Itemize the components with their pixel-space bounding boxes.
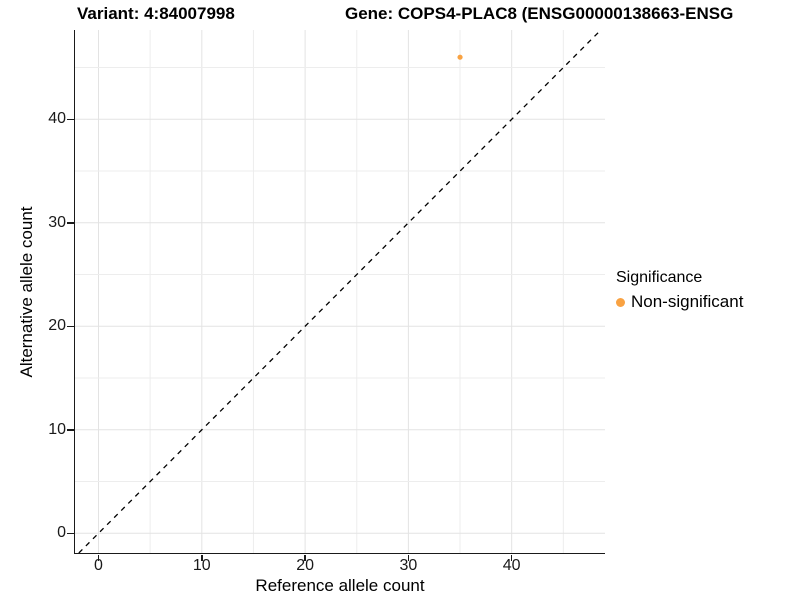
y-axis-title: Alternative allele count — [17, 206, 36, 378]
y-tick-mark — [66, 532, 74, 535]
x-tick-mark — [407, 554, 410, 561]
legend: Significance Non-significant — [616, 269, 743, 312]
plot-panel — [73, 30, 605, 554]
x-tick-mark — [97, 554, 100, 561]
y-tick-label: 20 — [48, 317, 66, 335]
legend-item-label: Non-significant — [631, 292, 744, 311]
y-tick-label: 40 — [48, 110, 66, 128]
scatter-plot-canvas — [74, 30, 605, 553]
y-tick-mark — [66, 222, 74, 224]
identity-line — [77, 30, 601, 553]
x-tick-mark — [201, 554, 203, 561]
legend-items: Non-significant — [616, 292, 743, 312]
gene-title: Gene: COPS4-PLAC8 (ENSG00000138663-ENSG — [345, 4, 734, 23]
x-axis-title: Reference allele count — [255, 576, 425, 595]
y-tick-mark — [66, 325, 74, 328]
x-tick-label: 40 — [502, 557, 521, 574]
y-tick-label: 0 — [57, 524, 66, 542]
x-tick-mark — [510, 554, 513, 561]
x-tick-label: 20 — [296, 557, 314, 574]
x-tick-label: 30 — [399, 557, 418, 574]
legend-dot-icon — [616, 297, 625, 307]
y-tick-mark — [66, 118, 74, 121]
data-point — [456, 54, 463, 60]
x-tick-mark — [304, 554, 306, 561]
variant-title: Variant: 4:84007998 — [77, 4, 235, 23]
y-tick-label: 30 — [48, 213, 66, 231]
x-tick-label: 10 — [192, 557, 211, 574]
legend-item-non-significant: Non-significant — [616, 292, 743, 312]
y-tick-label: 10 — [48, 420, 66, 438]
y-tick-mark — [66, 429, 74, 431]
legend-title: Significance — [616, 269, 703, 286]
x-tick-label: 0 — [94, 557, 103, 574]
